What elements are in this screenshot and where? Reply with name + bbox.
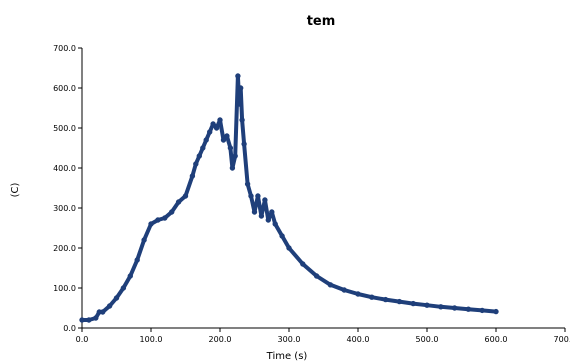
- data-point: [369, 294, 375, 300]
- data-point: [148, 221, 154, 227]
- data-point: [272, 221, 278, 227]
- axes: [81, 48, 565, 329]
- data-point: [382, 296, 389, 303]
- data-point: [424, 302, 430, 308]
- data-point: [479, 307, 485, 314]
- x-tick-label: 100.0: [140, 335, 163, 344]
- x-tick-label: 600.0: [485, 335, 508, 344]
- data-point: [313, 273, 320, 279]
- data-point: [265, 217, 271, 223]
- series-line: [80, 74, 498, 322]
- data-point: [239, 117, 245, 123]
- data-point: [355, 291, 361, 297]
- data-point: [341, 287, 347, 293]
- data-point: [141, 237, 147, 243]
- data-point: [155, 217, 161, 223]
- data-point: [248, 193, 254, 199]
- data-point: [241, 141, 247, 147]
- data-point: [220, 137, 227, 143]
- data-point: [93, 315, 99, 321]
- chart-title: tem: [307, 14, 336, 29]
- x-tick-label: 400.0: [347, 335, 370, 344]
- data-point: [162, 215, 168, 221]
- data-point: [207, 129, 213, 135]
- x-tick-label: 500.0: [416, 335, 439, 344]
- data-point: [451, 305, 458, 311]
- series: [79, 73, 499, 323]
- y-tick-label: 200.0: [53, 244, 76, 253]
- data-point: [106, 303, 113, 309]
- data-point: [251, 209, 258, 215]
- y-tick-label: 100.0: [53, 284, 76, 293]
- data-point: [300, 261, 306, 267]
- data-point: [79, 317, 85, 323]
- data-point: [175, 199, 182, 205]
- data-point: [134, 257, 140, 263]
- data-point: [213, 125, 220, 131]
- x-axis-label: Time (s): [266, 351, 308, 362]
- data-point: [236, 101, 243, 107]
- data-point: [286, 245, 292, 251]
- data-point: [113, 295, 120, 301]
- data-point: [229, 165, 236, 171]
- y-tick-label: 600.0: [53, 84, 76, 93]
- data-point: [182, 193, 189, 199]
- data-point: [217, 117, 223, 123]
- data-point: [493, 308, 499, 315]
- x-tick-label: 300.0: [278, 335, 301, 344]
- x-tick-label: 0.0: [76, 335, 89, 344]
- data-point: [262, 197, 268, 203]
- data-point: [269, 209, 275, 215]
- data-point: [86, 317, 92, 323]
- y-tick-label: 0.0: [63, 324, 76, 333]
- data-point: [224, 133, 230, 139]
- data-point: [210, 121, 216, 127]
- y-axis-label: (C): [10, 183, 21, 198]
- data-point: [410, 300, 416, 307]
- data-point: [396, 298, 403, 305]
- data-point: [438, 304, 444, 310]
- x-tick-label: 200.0: [209, 335, 232, 344]
- data-point: [255, 193, 261, 199]
- data-point: [189, 173, 196, 179]
- data-point: [120, 285, 127, 291]
- data-point: [100, 309, 106, 315]
- data-point: [465, 306, 472, 312]
- data-point: [203, 137, 209, 143]
- data-point: [200, 145, 206, 151]
- data-point: [327, 282, 334, 288]
- data-point: [169, 209, 175, 215]
- data-point: [227, 145, 234, 151]
- data-point: [196, 153, 203, 159]
- data-point: [258, 213, 265, 219]
- ticks: 0.0 100.0 200.0 300.0 400.0 500.0 600.0 700.0 0.…: [53, 44, 570, 344]
- y-tick-label: 400.0: [53, 164, 76, 173]
- y-tick-label: 700.0: [53, 44, 76, 53]
- data-point: [235, 73, 241, 79]
- data-point: [244, 181, 251, 187]
- data-point: [193, 161, 199, 167]
- x-tick-label: 700.0: [554, 335, 570, 344]
- data-point: [279, 233, 285, 239]
- y-tick-label: 500.0: [53, 124, 76, 133]
- data-point: [232, 153, 238, 159]
- y-tick-label: 300.0: [53, 204, 76, 213]
- data-point: [127, 273, 134, 279]
- data-point: [238, 85, 244, 91]
